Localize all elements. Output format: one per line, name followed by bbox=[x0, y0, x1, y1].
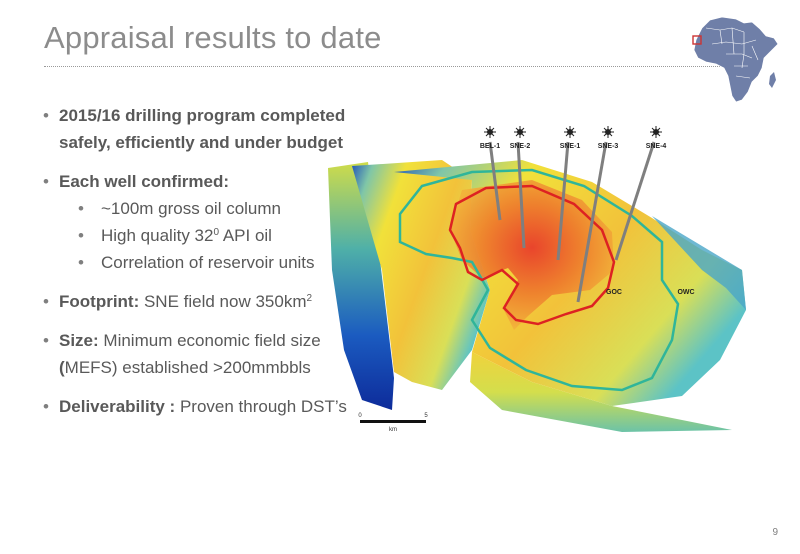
bullet-deliverability: Deliverability : Proven through DST’s bbox=[40, 393, 360, 420]
goc-label: GOC bbox=[606, 289, 622, 296]
scale-end: 5 bbox=[424, 413, 428, 419]
scale-unit: km bbox=[389, 427, 397, 433]
well-marker-icon bbox=[484, 126, 496, 138]
well-label-sne-3: SNE-3 bbox=[598, 143, 619, 150]
bullet-size: Size: Minimum economic field size (MEFS) … bbox=[40, 327, 360, 381]
well-label-sne-4: SNE-4 bbox=[646, 143, 667, 150]
well-markers bbox=[484, 126, 662, 138]
page-title: Appraisal results to date bbox=[44, 20, 382, 55]
sub-bullet-text: ~100m gross oil column bbox=[101, 199, 282, 218]
wells-sublist: ~100m gross oil column High quality 320 … bbox=[59, 195, 360, 276]
sub-bullet-api-oil: High quality 320 API oil bbox=[59, 222, 360, 249]
footprint-label: Footprint: bbox=[59, 292, 140, 311]
well-label-bel-1: BEL-1 bbox=[480, 143, 500, 150]
scale-bar: 0 5 km bbox=[358, 413, 428, 433]
page-number: 9 bbox=[772, 527, 778, 538]
bullet-list: 2015/16 drilling program completed safel… bbox=[40, 102, 360, 432]
well-marker-icon bbox=[602, 126, 614, 138]
well-label-sne-2: SNE-2 bbox=[510, 143, 531, 150]
deliverability-text: Proven through DST’s bbox=[175, 397, 347, 416]
bullet-wells-label: Each well confirmed: bbox=[59, 172, 230, 191]
degree-superscript: 0 bbox=[213, 227, 220, 238]
well-trajectories bbox=[488, 141, 656, 303]
africa-map-icon bbox=[692, 16, 779, 103]
footprint-text: SNE field now 350km bbox=[139, 292, 307, 311]
bullet-drilling-text: 2015/16 drilling program completed safel… bbox=[59, 106, 346, 152]
well-marker-icon bbox=[514, 126, 526, 138]
scale-start: 0 bbox=[358, 413, 362, 419]
size-label: Size: bbox=[59, 331, 99, 350]
sub-bullet-oil-column: ~100m gross oil column bbox=[59, 195, 360, 222]
size-text: Minimum economic field size bbox=[98, 331, 321, 350]
title-divider bbox=[44, 66, 760, 67]
goc-contour bbox=[448, 184, 616, 326]
bullet-wells-confirmed: Each well confirmed: ~100m gross oil col… bbox=[40, 168, 360, 276]
bullet-drilling-program: 2015/16 drilling program completed safel… bbox=[40, 102, 360, 156]
size-paren: ( bbox=[59, 358, 65, 377]
sub-bullet-correlation: Correlation of reservoir units bbox=[59, 249, 360, 276]
well-marker-icon bbox=[650, 126, 662, 138]
owc-contour bbox=[398, 168, 680, 392]
well-label-sne-1: SNE-1 bbox=[560, 143, 581, 150]
sub-bullet-suffix: API oil bbox=[219, 226, 272, 245]
well-marker-icon bbox=[564, 126, 576, 138]
bullet-footprint: Footprint: SNE field now 350km2 bbox=[40, 288, 360, 315]
sub-bullet-text: Correlation of reservoir units bbox=[101, 253, 315, 272]
footprint-superscript: 2 bbox=[306, 293, 313, 304]
sub-bullet-text: High quality 32 bbox=[101, 226, 214, 245]
deliverability-label: Deliverability : bbox=[59, 397, 176, 416]
size-text-2: MEFS) established >200mmbbls bbox=[64, 358, 311, 377]
owc-label: OWC bbox=[677, 289, 694, 296]
reservoir-3d-map: BEL-1 SNE-2 SNE-1 SNE-3 SNE-4 GOC OWC 0 … bbox=[328, 126, 746, 433]
